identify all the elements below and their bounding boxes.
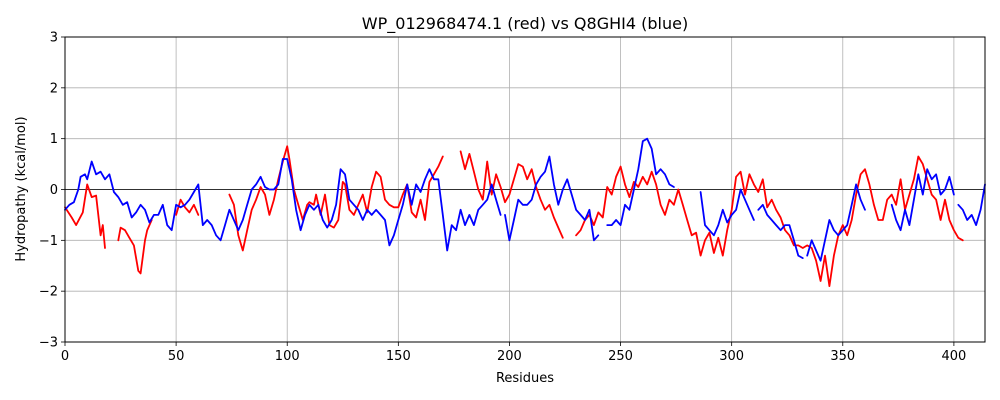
series-line-segment: [504, 155, 600, 242]
chart-title: WP_012968474.1 (red) vs Q8GHI4 (blue): [362, 14, 688, 34]
y-tick-label: 2: [50, 81, 58, 96]
series-line-segment: [606, 137, 675, 226]
x-tick-label: 50: [168, 349, 185, 364]
x-tick-label: 100: [275, 349, 300, 364]
x-tick-label: 250: [608, 349, 633, 364]
series-line-segment: [117, 219, 153, 275]
series-line-segment: [575, 155, 964, 287]
series-line-segment: [757, 203, 804, 259]
y-tick-label: −2: [39, 285, 58, 300]
x-tick-label: 400: [941, 349, 966, 364]
y-tick-label: 3: [50, 31, 58, 46]
series-line-segment: [890, 168, 955, 232]
series-line-segment: [459, 150, 564, 239]
x-tick-label: 150: [386, 349, 411, 364]
series-line-segment: [957, 183, 986, 226]
y-tick-label: 0: [50, 183, 58, 198]
x-tick-label: 200: [497, 349, 522, 364]
y-tick-label: 1: [50, 132, 58, 147]
series-line-segment: [175, 198, 200, 216]
series-line-segment: [699, 188, 755, 237]
y-tick-label: −3: [39, 336, 58, 351]
ticks: 0 50 100 150 200 250 300 350 400 3 2 1 0 −1 −2 −3: [39, 31, 966, 365]
x-tick-label: 0: [61, 349, 69, 364]
series-1: [64, 137, 986, 262]
y-axis-label: Hydropathy (kcal/mol): [14, 116, 29, 261]
x-tick-label: 300: [719, 349, 744, 364]
series-line-segment: [64, 158, 502, 252]
x-axis-label: Residues: [496, 371, 554, 386]
x-tick-label: 350: [830, 349, 855, 364]
y-tick-label: −1: [39, 234, 58, 249]
series-line-segment: [64, 183, 106, 249]
series-line-segment: [806, 183, 866, 262]
series-layer: [64, 137, 986, 287]
